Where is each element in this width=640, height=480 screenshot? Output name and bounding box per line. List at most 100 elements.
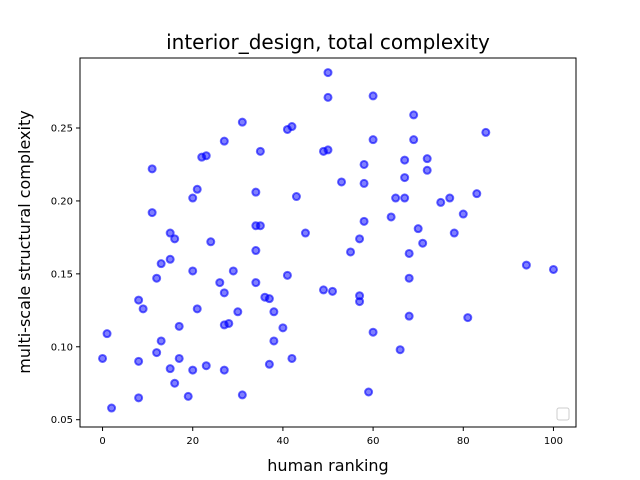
data-point bbox=[287, 122, 297, 132]
data-point bbox=[404, 248, 414, 258]
data-point bbox=[156, 259, 166, 269]
data-point bbox=[219, 136, 229, 146]
data-point bbox=[174, 353, 184, 363]
data-point bbox=[300, 228, 310, 238]
data-point bbox=[278, 323, 288, 333]
data-point bbox=[107, 403, 117, 413]
data-point bbox=[422, 154, 432, 164]
y-axis-label: multi-scale structural complexity bbox=[15, 110, 34, 373]
data-point bbox=[98, 353, 108, 363]
data-point bbox=[400, 155, 410, 165]
data-point bbox=[228, 266, 238, 276]
data-point bbox=[156, 336, 166, 346]
data-point bbox=[255, 146, 265, 156]
data-point bbox=[102, 329, 112, 339]
data-point bbox=[287, 353, 297, 363]
data-point bbox=[264, 359, 274, 369]
data-point bbox=[174, 321, 184, 331]
data-point bbox=[237, 117, 247, 127]
data-point bbox=[269, 336, 279, 346]
data-point bbox=[463, 313, 473, 323]
data-point bbox=[521, 260, 531, 270]
data-point bbox=[170, 234, 180, 244]
data-point bbox=[328, 286, 338, 296]
data-point bbox=[251, 187, 261, 197]
y-tick-label: 0.15 bbox=[51, 269, 73, 280]
data-point bbox=[400, 173, 410, 183]
ticks-layer: 0 20 40 60 80 100 0.05 0.10 0.15 0.20 0.25 bbox=[51, 124, 563, 447]
data-point bbox=[201, 151, 211, 161]
data-point bbox=[355, 234, 365, 244]
x-tick-label: 40 bbox=[277, 436, 290, 447]
data-point bbox=[170, 378, 180, 388]
data-point bbox=[323, 145, 333, 155]
data-point bbox=[391, 193, 401, 203]
data-point bbox=[291, 192, 301, 202]
data-point bbox=[183, 391, 193, 401]
data-point bbox=[359, 216, 369, 226]
data-point bbox=[409, 110, 419, 120]
data-point bbox=[152, 273, 162, 283]
x-tick-label: 80 bbox=[457, 436, 470, 447]
x-tick-label: 60 bbox=[367, 436, 380, 447]
data-point bbox=[188, 365, 198, 375]
data-point bbox=[233, 307, 243, 317]
data-point bbox=[404, 311, 414, 321]
data-point bbox=[400, 193, 410, 203]
data-point bbox=[386, 212, 396, 222]
data-point bbox=[404, 273, 414, 283]
legend-box bbox=[556, 407, 570, 421]
data-point bbox=[269, 307, 279, 317]
data-point bbox=[364, 387, 374, 397]
data-point bbox=[237, 390, 247, 400]
data-point bbox=[138, 304, 148, 314]
data-point bbox=[458, 209, 468, 219]
data-point bbox=[368, 135, 378, 145]
data-point bbox=[192, 184, 202, 194]
data-point bbox=[188, 266, 198, 276]
data-point bbox=[359, 159, 369, 169]
data-point bbox=[134, 295, 144, 305]
data-point bbox=[134, 356, 144, 366]
data-point bbox=[282, 270, 292, 280]
data-point bbox=[264, 294, 274, 304]
data-point bbox=[323, 68, 333, 78]
data-point bbox=[346, 247, 356, 257]
data-point bbox=[255, 221, 265, 231]
data-point bbox=[219, 288, 229, 298]
data-point bbox=[449, 228, 459, 238]
data-point bbox=[134, 393, 144, 403]
chart-title: interior_design, total complexity bbox=[166, 30, 490, 54]
data-point bbox=[188, 193, 198, 203]
data-point bbox=[147, 208, 157, 218]
data-point bbox=[418, 238, 428, 248]
y-tick-label: 0.20 bbox=[51, 196, 73, 207]
data-point bbox=[481, 127, 491, 137]
data-point bbox=[368, 327, 378, 337]
data-point bbox=[355, 297, 365, 307]
data-point bbox=[201, 361, 211, 371]
axes-frame bbox=[79, 57, 577, 428]
y-tick-label: 0.05 bbox=[51, 415, 73, 426]
y-tick-label: 0.10 bbox=[51, 342, 73, 353]
data-point bbox=[192, 304, 202, 314]
data-point bbox=[395, 345, 405, 355]
points-layer bbox=[98, 68, 558, 413]
data-point bbox=[165, 364, 175, 374]
x-tick-label: 20 bbox=[186, 436, 199, 447]
x-tick-label: 0 bbox=[99, 436, 105, 447]
data-point bbox=[548, 264, 558, 274]
data-point bbox=[422, 165, 432, 175]
data-point bbox=[445, 193, 455, 203]
data-point bbox=[224, 318, 234, 328]
data-point bbox=[251, 246, 261, 256]
data-point bbox=[368, 91, 378, 101]
y-tick-label: 0.25 bbox=[51, 124, 73, 135]
x-axis-label: human ranking bbox=[267, 456, 388, 475]
data-point bbox=[359, 178, 369, 188]
data-point bbox=[219, 365, 229, 375]
x-tick-label: 100 bbox=[544, 436, 563, 447]
data-point bbox=[215, 278, 225, 288]
